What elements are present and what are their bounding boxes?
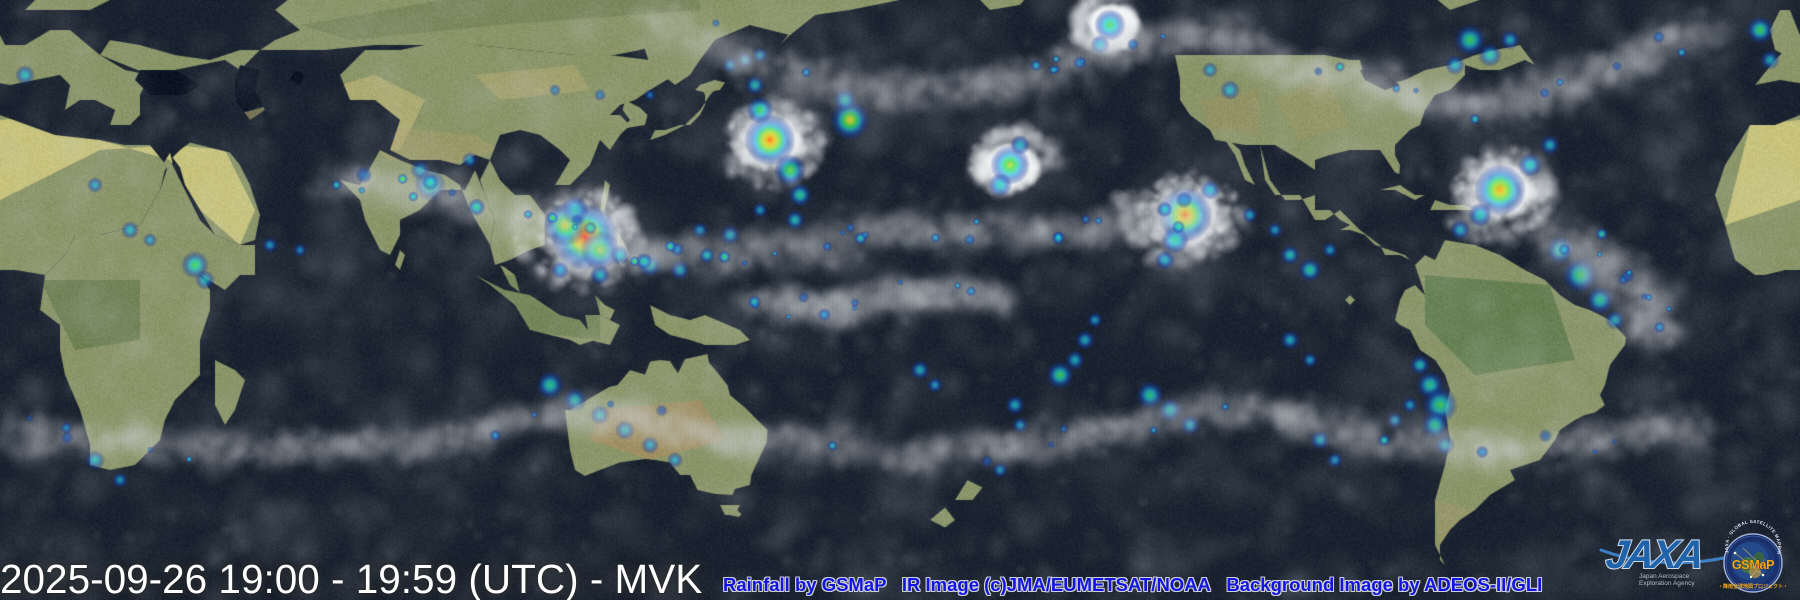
svg-text:JAXA: JAXA: [1603, 532, 1705, 577]
svg-text:Exploration Agency: Exploration Agency: [1639, 580, 1695, 587]
svg-text:GSMaP: GSMaP: [1732, 558, 1774, 572]
svg-text:JAXA · GLOBAL SATELLITE MAPPIN: JAXA · GLOBAL SATELLITE MAPPING OF PRECI…: [1724, 519, 1782, 564]
svg-text:Japan Aerospace: Japan Aerospace: [1639, 573, 1690, 580]
svg-text:・降雨全球地図プロジェクト・: ・降雨全球地図プロジェクト・: [1718, 583, 1788, 590]
